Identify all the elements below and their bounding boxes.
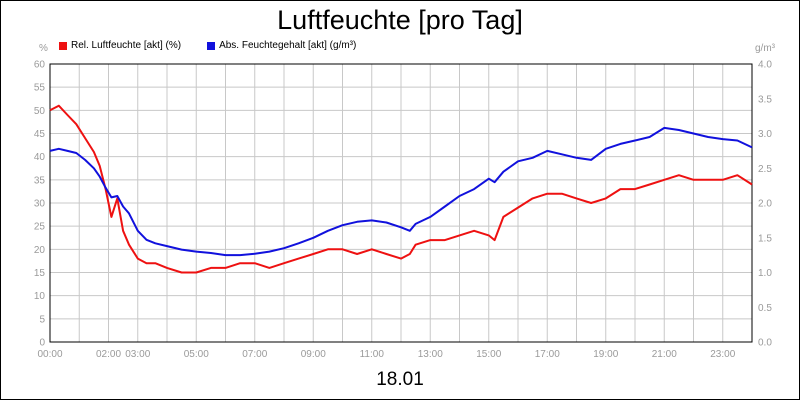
x-tick-label: 07:00 [242,349,267,360]
x-axis-date-label: 18.01 [376,369,424,390]
right-tick-label: 0.0 [758,338,772,349]
left-tick-label: 0 [39,338,45,349]
left-tick-label: 20 [34,245,46,256]
right-tick-label: 0.5 [758,303,772,314]
left-tick-label: 40 [34,152,46,163]
left-tick-label: 10 [34,291,46,302]
right-tick-label: 3.5 [758,94,772,105]
x-tick-label: 23:00 [710,349,735,360]
x-tick-label: 17:00 [535,349,560,360]
x-tick-label: 02:00 [96,349,121,360]
right-axis-unit: g/m³ [755,43,775,54]
series-line-rel-humidity [49,104,753,274]
left-tick-label: 25 [34,222,46,233]
right-tick-label: 1.0 [758,268,772,279]
left-tick-label: 55 [34,83,46,94]
legend-item-abs-humidity: Abs. Feuchtegehalt [akt] (g/m³) [207,40,356,51]
legend-label-rel-humidity: Rel. Luftfeuchte [akt] (%) [71,40,182,51]
legend-item-rel-humidity: Rel. Luftfeuchte [akt] (%) [59,40,181,51]
left-tick-label: 30 [34,199,46,210]
legend-swatch-blue [207,41,216,50]
right-tick-label: 4.0 [758,60,772,71]
series-line-abs-humidity [49,126,753,257]
x-tick-label: 13:00 [418,349,443,360]
chart-title: Luftfeuchte [pro Tag] [277,5,523,35]
legend-swatch-red [59,41,67,50]
x-tick-label: 21:00 [652,349,677,360]
x-tick-label: 03:00 [125,349,150,360]
left-tick-label: 15 [34,268,46,279]
left-axis-unit: % [39,43,48,54]
plot-border [49,63,753,343]
legend-label-abs-humidity: Abs. Feuchtegehalt [akt] (g/m³) [219,40,357,51]
x-tick-label: 05:00 [184,349,209,360]
left-tick-label: 45 [34,129,46,140]
right-tick-label: 1.5 [758,233,772,244]
x-tick-label: 00:00 [37,349,62,360]
right-tick-label: 2.5 [758,164,772,175]
right-tick-label: 2.0 [758,199,772,210]
x-tick-label: 09:00 [301,349,326,360]
right-tick-label: 3.0 [758,129,772,140]
left-tick-label: 60 [34,60,46,71]
left-tick-label: 5 [39,314,45,325]
left-tick-label: 50 [34,106,46,117]
x-tick-label: 11:00 [360,349,385,360]
x-tick-label: 15:00 [476,349,501,360]
x-tick-label: 19:00 [593,349,618,360]
left-tick-label: 35 [34,175,46,186]
legend: Rel. Luftfeuchte [akt] (%) Abs. Feuchteg… [59,40,356,51]
